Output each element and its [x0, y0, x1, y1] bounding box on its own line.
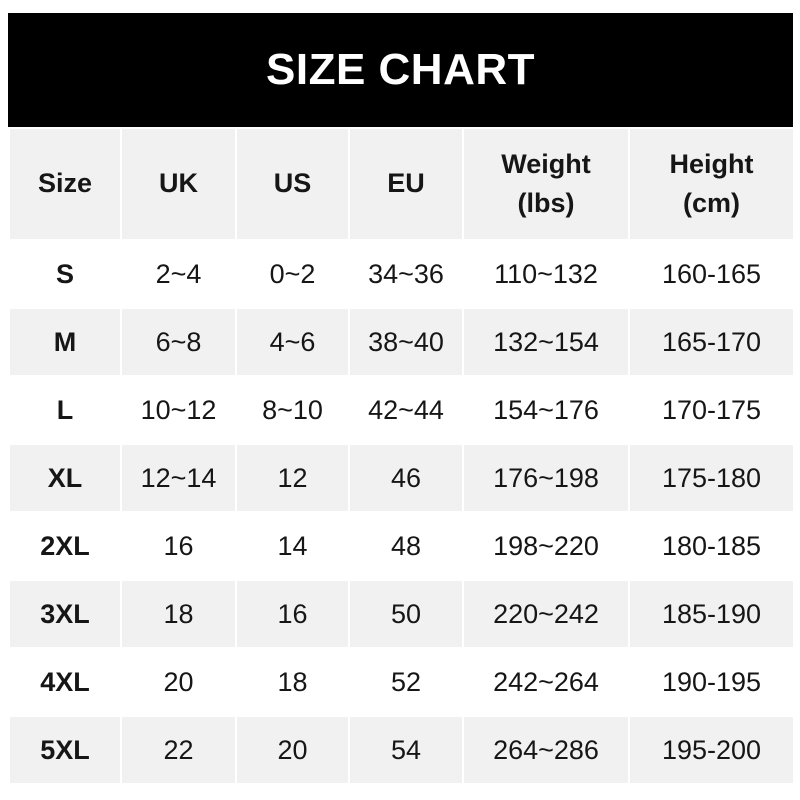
table-row: 2XL 16 14 48 198~220 180-185: [8, 511, 795, 581]
table-row: 4XL 20 18 52 242~264 190-195: [8, 647, 795, 717]
table-row: 5XL 22 20 54 264~286 195-200: [8, 715, 795, 785]
table-row: M 6~8 4~6 38~40 132~154 165-170: [8, 307, 795, 377]
cell-uk: 16: [120, 511, 237, 581]
cell-us: 12: [235, 443, 350, 513]
table-row: S 2~4 0~2 34~36 110~132 160-165: [8, 239, 795, 309]
cell-size: 4XL: [8, 647, 122, 717]
column-header-weight: Weight (lbs): [462, 127, 630, 241]
cell-us: 8~10: [235, 375, 350, 445]
cell-weight: 154~176: [462, 375, 630, 445]
cell-weight: 110~132: [462, 239, 630, 309]
cell-uk: 18: [120, 579, 237, 649]
column-header-size: Size: [8, 127, 122, 241]
header-text: (lbs): [517, 188, 575, 218]
cell-weight: 220~242: [462, 579, 630, 649]
header-row: Size UK US EU Weight (lbs) Height (cm): [8, 127, 795, 241]
cell-uk: 10~12: [120, 375, 237, 445]
table-row: XL 12~14 12 46 176~198 175-180: [8, 443, 795, 513]
cell-uk: 22: [120, 715, 237, 785]
cell-us: 20: [235, 715, 350, 785]
table-row: 3XL 18 16 50 220~242 185-190: [8, 579, 795, 649]
cell-height: 195-200: [628, 715, 795, 785]
cell-eu: 54: [348, 715, 464, 785]
cell-height: 160-165: [628, 239, 795, 309]
column-header-eu: EU: [348, 127, 464, 241]
header-text: US: [273, 168, 312, 199]
cell-size: M: [8, 307, 122, 377]
header-text: EU: [387, 168, 425, 199]
cell-uk: 12~14: [120, 443, 237, 513]
cell-height: 175-180: [628, 443, 795, 513]
cell-height: 190-195: [628, 647, 795, 717]
cell-height: 185-190: [628, 579, 795, 649]
cell-height: 180-185: [628, 511, 795, 581]
column-header-height: Height (cm): [628, 127, 795, 241]
cell-size: XL: [8, 443, 122, 513]
header-text: Height: [669, 148, 754, 179]
cell-uk: 2~4: [120, 239, 237, 309]
column-header-uk: UK: [120, 127, 237, 241]
cell-us: 16: [235, 579, 350, 649]
cell-weight: 264~286: [462, 715, 630, 785]
header-text: UK: [159, 168, 198, 199]
header-text: Weight: [501, 148, 591, 179]
cell-size: L: [8, 375, 122, 445]
cell-eu: 34~36: [348, 239, 464, 309]
cell-us: 18: [235, 647, 350, 717]
cell-eu: 46: [348, 443, 464, 513]
title-bar: SIZE CHART: [8, 13, 793, 127]
cell-eu: 52: [348, 647, 464, 717]
header-text: (cm): [682, 188, 740, 218]
page-title: SIZE CHART: [266, 45, 535, 94]
header-text: Size: [37, 168, 93, 199]
cell-weight: 176~198: [462, 443, 630, 513]
cell-weight: 198~220: [462, 511, 630, 581]
cell-us: 4~6: [235, 307, 350, 377]
cell-eu: 50: [348, 579, 464, 649]
cell-height: 170-175: [628, 375, 795, 445]
cell-weight: 132~154: [462, 307, 630, 377]
cell-uk: 6~8: [120, 307, 237, 377]
cell-us: 14: [235, 511, 350, 581]
cell-weight: 242~264: [462, 647, 630, 717]
cell-eu: 48: [348, 511, 464, 581]
table-row: L 10~12 8~10 42~44 154~176 170-175: [8, 375, 795, 445]
cell-size: S: [8, 239, 122, 309]
cell-us: 0~2: [235, 239, 350, 309]
size-table: Size UK US EU Weight (lbs) Height (cm) S 2~4 0~2 3…: [8, 127, 795, 785]
cell-eu: 42~44: [348, 375, 464, 445]
cell-eu: 38~40: [348, 307, 464, 377]
cell-height: 165-170: [628, 307, 795, 377]
cell-uk: 20: [120, 647, 237, 717]
cell-size: 5XL: [8, 715, 122, 785]
column-header-us: US: [235, 127, 350, 241]
cell-size: 2XL: [8, 511, 122, 581]
cell-size: 3XL: [8, 579, 122, 649]
